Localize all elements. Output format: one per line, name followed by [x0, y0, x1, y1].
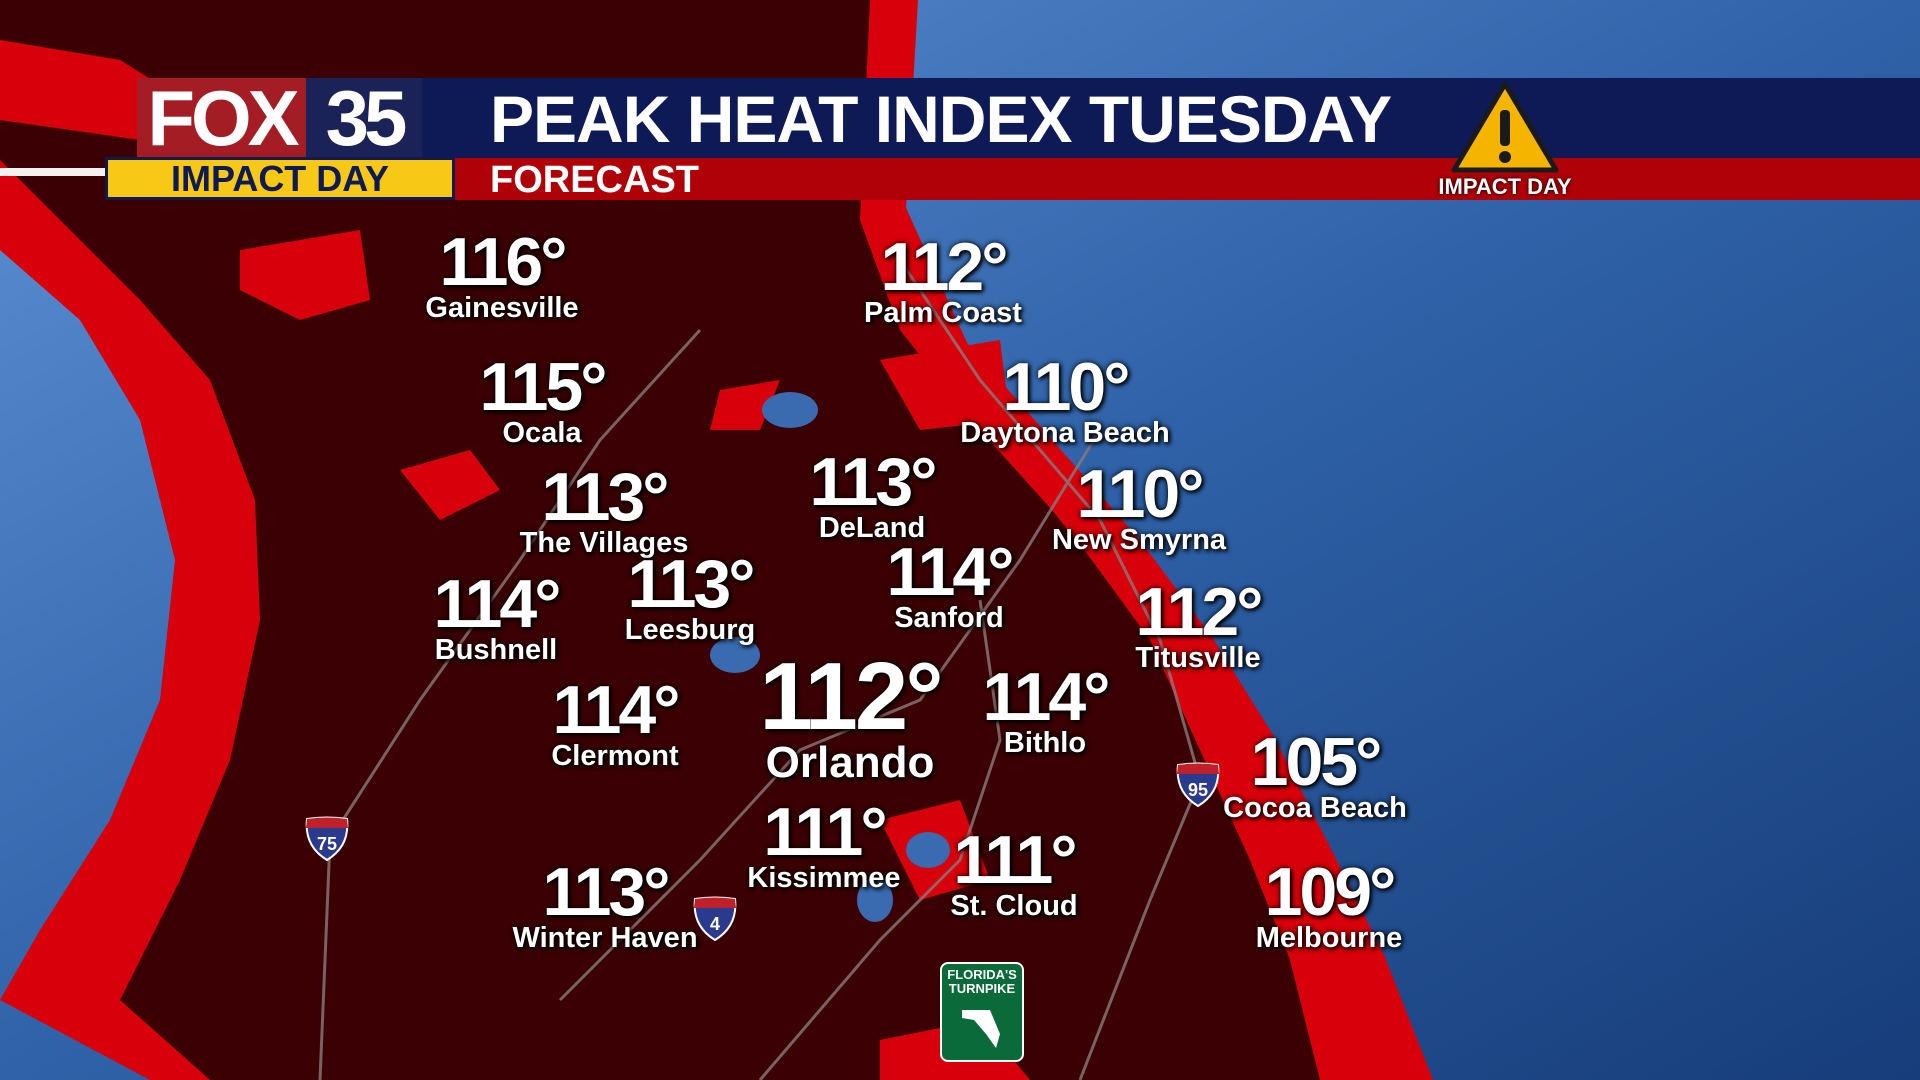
city-forecast: 113° The Villages — [519, 459, 689, 559]
city-forecast: 113° Leesburg — [624, 546, 756, 646]
heat-index-value: 112° — [759, 643, 943, 750]
city-forecast: 114° Sanford — [886, 534, 1015, 634]
interstate-95-shield-icon: 95 — [1176, 762, 1220, 808]
heat-index-value: 113° — [809, 444, 938, 520]
heat-index-value: 110° — [1076, 456, 1205, 532]
city-forecast: 110° Daytona Beach — [960, 349, 1170, 449]
warning-triangle-icon — [1451, 81, 1559, 173]
city-forecast: 113° Winter Haven — [512, 854, 698, 954]
heat-index-value: 105° — [1250, 724, 1383, 800]
city-name: Gainesville — [425, 292, 579, 324]
heat-index-value: 113° — [627, 546, 756, 622]
florida-state-outline-icon — [962, 1010, 1000, 1048]
city-forecast: 112° Titusville — [1135, 574, 1264, 674]
city-forecast: 112° Palm Coast — [864, 229, 1022, 329]
city-name: New Smyrna — [1051, 524, 1227, 556]
page-subtitle: FORECAST — [490, 159, 699, 201]
interstate-4-shield-icon: 4 — [693, 896, 737, 942]
heat-index-value: 109° — [1264, 854, 1397, 930]
city-name: Bithlo — [1003, 727, 1087, 759]
heat-index-value: 114° — [552, 672, 681, 748]
city-forecast: 105° Cocoa Beach — [1223, 724, 1407, 824]
city-forecast: 114° Bithlo — [982, 659, 1111, 759]
heat-index-value: 114° — [886, 534, 1015, 610]
florida-turnpike-shield-icon: FLORIDA'S TURNPIKE — [940, 962, 1024, 1062]
city-name: DeLand — [818, 512, 926, 544]
city-name: Orlando — [765, 738, 935, 787]
city-forecast: 115° Ocala — [479, 349, 608, 449]
city-name: Bushnell — [434, 634, 558, 666]
channel-number-logo: 35 — [306, 78, 422, 158]
city-forecast: 111° Kissimmee — [747, 794, 901, 894]
impact-day-alert-label: IMPACT DAY — [1438, 174, 1572, 199]
city-name: Palm Coast — [864, 297, 1022, 329]
heat-index-value: 115° — [479, 349, 608, 425]
city-name: Titusville — [1135, 642, 1261, 674]
header-title-bar — [420, 78, 1920, 158]
heat-index-value: 111° — [953, 822, 1077, 898]
city-name: Clermont — [551, 740, 679, 772]
svg-text:95: 95 — [1188, 780, 1208, 800]
heat-index-value: 114° — [982, 659, 1111, 735]
heat-index-value: 113° — [542, 854, 671, 930]
city-forecast: 111° St. Cloud — [950, 822, 1078, 922]
city-name: Kissimmee — [747, 862, 901, 894]
city-name: St. Cloud — [950, 890, 1078, 922]
city-name: Winter Haven — [512, 922, 698, 954]
city-forecast: 113° DeLand — [809, 444, 938, 544]
interstate-75-shield-icon: 75 — [305, 816, 349, 862]
fox-logo: FOX — [137, 78, 306, 158]
city-name: Sanford — [894, 602, 1004, 634]
city-forecast: 114° Clermont — [551, 672, 681, 772]
heat-index-value: 112° — [880, 229, 1009, 305]
city-name: Ocala — [502, 417, 582, 449]
city-name: Cocoa Beach — [1223, 792, 1407, 824]
heat-index-value: 116° — [439, 224, 568, 300]
svg-text:4: 4 — [710, 914, 720, 934]
city-forecast: 110° New Smyrna — [1051, 456, 1227, 556]
city-name: The Villages — [519, 527, 689, 559]
city-name: Daytona Beach — [960, 417, 1170, 449]
heat-index-value: 113° — [541, 459, 670, 535]
city-name: Melbourne — [1255, 922, 1403, 954]
heat-index-value: 112° — [1135, 574, 1264, 650]
page-title: PEAK HEAT INDEX TUESDAY — [490, 82, 1392, 156]
header-accent-line — [0, 168, 105, 176]
heat-index-value: 111° — [763, 794, 887, 870]
city-forecast: 116° Gainesville — [425, 224, 579, 324]
city-forecast: 109° Melbourne — [1255, 854, 1403, 954]
city-name: Leesburg — [624, 614, 756, 646]
header-subtitle-bar — [455, 158, 1920, 200]
turnpike-label: FLORIDA'S TURNPIKE — [947, 967, 1017, 996]
impact-day-badge: IMPACT DAY — [105, 157, 455, 200]
city-forecast: 114° Bushnell — [433, 566, 562, 666]
heat-index-value: 114° — [433, 566, 562, 642]
city-forecast: 112° Orlando — [759, 643, 943, 787]
svg-text:75: 75 — [317, 834, 337, 854]
heat-index-value: 110° — [1002, 349, 1131, 425]
